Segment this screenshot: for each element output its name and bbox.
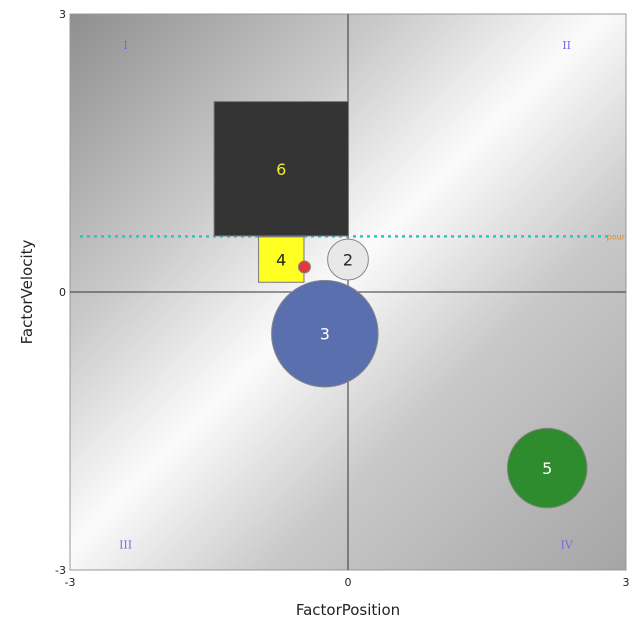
point-4-label: 4 <box>276 251 286 270</box>
x-tick-label: 3 <box>623 576 630 589</box>
x-tick-label: -3 <box>65 576 76 589</box>
quadrant-label-2: II <box>562 39 571 52</box>
y-tick-label: -3 <box>55 564 66 577</box>
point-4 <box>258 236 305 283</box>
y-tick-label: 3 <box>59 8 66 21</box>
x-tick-label: 0 <box>345 576 352 589</box>
point-3 <box>271 279 379 388</box>
reference-line-label: pour <box>607 232 626 241</box>
point-5 <box>506 427 588 509</box>
quadrant-label-4: IV <box>561 539 574 552</box>
quadrant-label-1: I <box>123 39 127 52</box>
y-axis-title: FactorVelocity <box>18 240 36 345</box>
y-tick-label: 0 <box>59 286 66 299</box>
point-5-label: 5 <box>542 459 552 478</box>
point-3-label: 3 <box>320 325 330 344</box>
quadrant-label-3: III <box>119 539 132 552</box>
point-6 <box>213 101 349 237</box>
x-axis-title: FactorPosition <box>296 601 400 619</box>
point-marker-6 <box>297 260 311 274</box>
point-2 <box>327 238 369 281</box>
point-6-label: 6 <box>276 160 286 179</box>
point-2-label: 2 <box>343 251 353 270</box>
